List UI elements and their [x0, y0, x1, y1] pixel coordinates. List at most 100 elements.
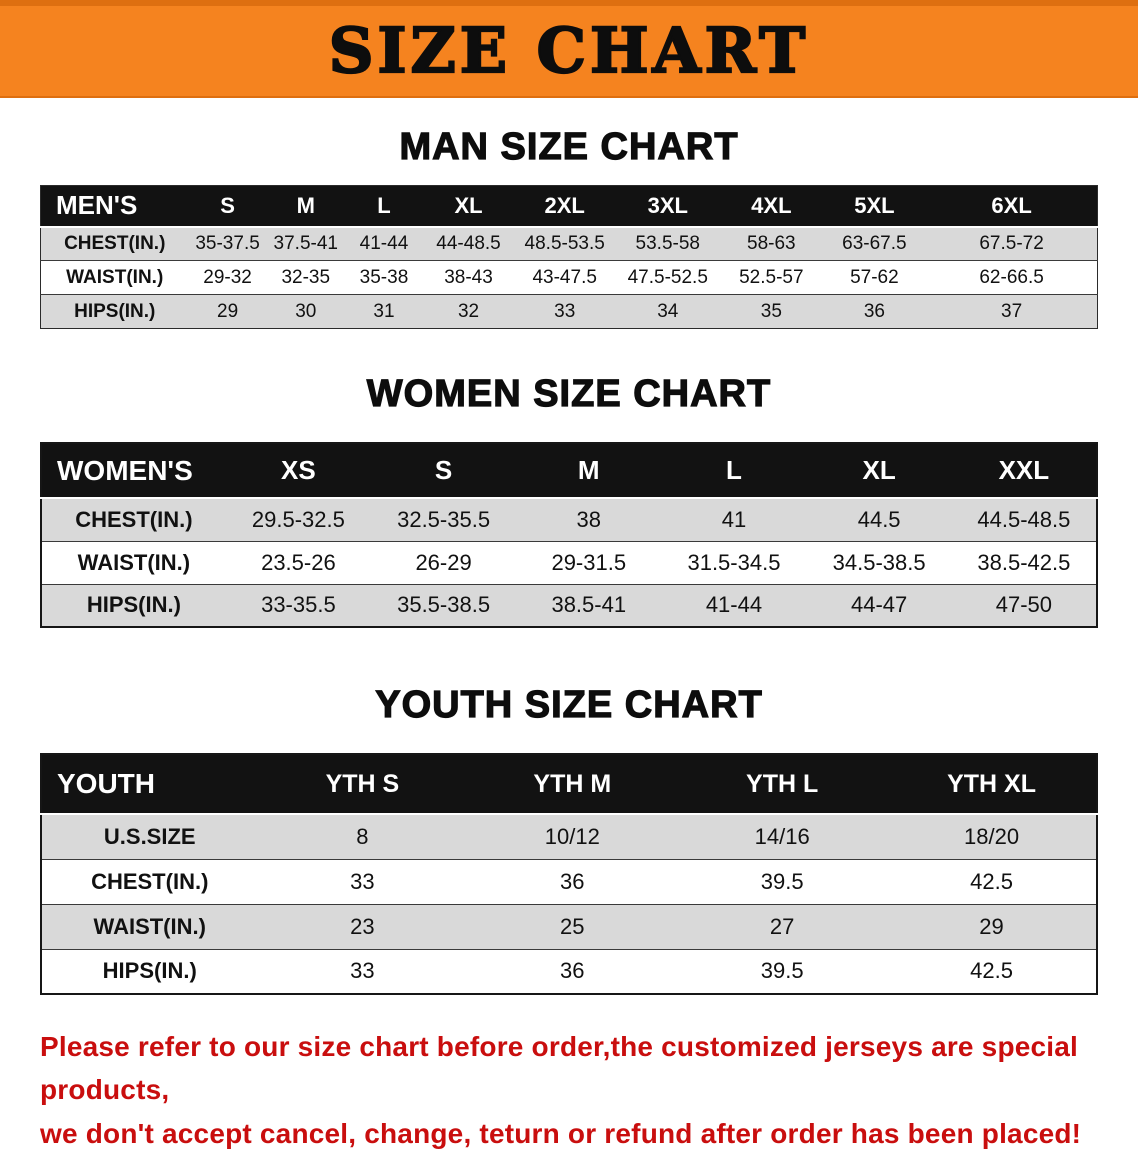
size-header-cell: 4XL	[720, 185, 823, 228]
value-cell: 32	[423, 294, 514, 329]
value-cell: 30	[266, 294, 345, 329]
value-cell: 38.5-41	[516, 583, 662, 627]
value-cell: 32-35	[266, 260, 345, 295]
value-cell: 36	[467, 948, 678, 994]
measurement-row: CHEST(IN.) 33 36 39.5 42.5	[41, 858, 1097, 904]
value-cell: 38	[516, 497, 662, 541]
value-cell: 48.5-53.5	[513, 226, 616, 261]
row-label-cell: HIPS(IN.)	[40, 294, 189, 329]
value-cell: 44.5	[806, 497, 952, 541]
order-notice: Please refer to our size chart before or…	[40, 1025, 1098, 1155]
value-cell: 29-32	[188, 260, 267, 295]
value-cell: 29-31.5	[516, 540, 662, 584]
size-header-cell: YTH S	[257, 754, 468, 815]
row-label-cell: WAIST(IN.)	[41, 540, 226, 584]
value-cell: 27	[677, 903, 888, 949]
value-cell: 36	[467, 858, 678, 904]
value-cell: 38-43	[423, 260, 514, 295]
page-title: SIZE CHART	[328, 14, 810, 87]
table-title-cell: WOMEN'S	[41, 443, 226, 499]
value-cell: 58-63	[720, 226, 823, 261]
womens-table-container: WOMEN'S XS S M L XL XXL CHEST(IN.) 29.5-32.5 32.5…	[40, 442, 1098, 628]
value-cell: 29.5-32.5	[225, 497, 371, 541]
row-label-cell: HIPS(IN.)	[41, 948, 258, 994]
size-header-cell: XXL	[951, 443, 1097, 499]
value-cell: 33	[257, 948, 468, 994]
value-cell: 23	[257, 903, 468, 949]
value-cell: 37.5-41	[266, 226, 345, 261]
measurement-row: CHEST(IN.) 35-37.5 37.5-41 41-44 44-48.5 48.5…	[40, 226, 1098, 261]
order-notice-line-2: we don't accept cancel, change, teturn o…	[40, 1117, 1082, 1149]
value-cell: 47.5-52.5	[615, 260, 721, 295]
value-cell: 35	[720, 294, 823, 329]
measurement-row: U.S.SIZE 8 10/12 14/16 18/20	[41, 813, 1097, 859]
value-cell: 32.5-35.5	[370, 497, 517, 541]
size-header-cell: M	[516, 443, 662, 499]
measurement-row: WAIST(IN.) 29-32 32-35 35-38 38-43 43-47.5 47.…	[40, 260, 1098, 295]
value-cell: 10/12	[467, 813, 678, 859]
youth-table-container: YOUTH YTH S YTH M YTH L YTH XL U.S.SIZE 8 10/12…	[40, 753, 1098, 995]
value-cell: 38.5-42.5	[951, 540, 1097, 584]
value-cell: 37	[926, 294, 1098, 329]
value-cell: 29	[188, 294, 267, 329]
value-cell: 44-48.5	[423, 226, 514, 261]
value-cell: 41-44	[344, 226, 424, 261]
youth-size-section: YOUTH SIZE CHART YOUTH YTH S YTH M YTH L YTH…	[0, 683, 1138, 995]
size-header-cell: L	[344, 185, 424, 228]
value-cell: 33-35.5	[225, 583, 371, 627]
measurement-row: HIPS(IN.) 29 30 31 32 33 34 35 36 37	[40, 294, 1098, 329]
table-title-cell: MEN'S	[40, 185, 189, 228]
womens-size-table: WOMEN'S XS S M L XL XXL CHEST(IN.) 29.5-32.5 32.5…	[40, 442, 1098, 628]
value-cell: 34.5-38.5	[806, 540, 952, 584]
value-cell: 39.5	[677, 948, 888, 994]
women-size-heading: WOMEN SIZE CHART	[366, 372, 772, 415]
value-cell: 63-67.5	[822, 226, 927, 261]
row-label-cell: CHEST(IN.)	[41, 497, 226, 541]
man-size-section: MAN SIZE CHART MEN'S S M L XL 2XL 3XL 4XL 5XL 6XL…	[0, 125, 1138, 329]
value-cell: 44.5-48.5	[951, 497, 1097, 541]
measurement-row: WAIST(IN.) 23.5-26 26-29 29-31.5 31.5-34.5 34…	[41, 540, 1097, 584]
value-cell: 33	[257, 858, 468, 904]
value-cell: 33	[513, 294, 616, 329]
value-cell: 31	[344, 294, 424, 329]
women-size-section: WOMEN SIZE CHART WOMEN'S XS S M L XL XXL CHEST(…	[0, 372, 1138, 628]
size-header-cell: XL	[806, 443, 952, 499]
value-cell: 8	[257, 813, 468, 859]
value-cell: 52.5-57	[720, 260, 823, 295]
value-cell: 47-50	[951, 583, 1097, 627]
value-cell: 41	[661, 497, 807, 541]
size-header-cell: S	[370, 443, 517, 499]
youth-size-heading: YOUTH SIZE CHART	[375, 683, 763, 726]
value-cell: 39.5	[677, 858, 888, 904]
size-header-cell: XL	[423, 185, 514, 228]
size-header-cell: S	[188, 185, 267, 228]
value-cell: 18/20	[887, 813, 1097, 859]
youth-size-table: YOUTH YTH S YTH M YTH L YTH XL U.S.SIZE 8 10/12…	[40, 753, 1098, 995]
row-label-cell: HIPS(IN.)	[41, 583, 226, 627]
value-cell: 41-44	[661, 583, 807, 627]
value-cell: 31.5-34.5	[661, 540, 807, 584]
value-cell: 36	[822, 294, 927, 329]
value-cell: 23.5-26	[225, 540, 371, 584]
measurement-row: HIPS(IN.) 33-35.5 35.5-38.5 38.5-41 41-44 44-…	[41, 583, 1097, 627]
size-header-cell: 5XL	[822, 185, 927, 228]
man-size-heading: MAN SIZE CHART	[399, 125, 739, 168]
size-header-cell: L	[661, 443, 807, 499]
row-label-cell: WAIST(IN.)	[41, 903, 258, 949]
value-cell: 35-37.5	[188, 226, 267, 261]
value-cell: 67.5-72	[926, 226, 1098, 261]
size-header-cell: YTH L	[677, 754, 888, 815]
measurement-row: WAIST(IN.) 23 25 27 29	[41, 903, 1097, 949]
size-header-cell: M	[266, 185, 345, 228]
table-title-cell: YOUTH	[41, 754, 258, 815]
value-cell: 35.5-38.5	[370, 583, 517, 627]
measurement-row: HIPS(IN.) 33 36 39.5 42.5	[41, 948, 1097, 994]
table-header-row: YOUTH YTH S YTH M YTH L YTH XL	[41, 754, 1097, 815]
value-cell: 25	[467, 903, 678, 949]
value-cell: 35-38	[344, 260, 424, 295]
mens-table-container: MEN'S S M L XL 2XL 3XL 4XL 5XL 6XL CHEST(IN.) 35-37…	[40, 185, 1098, 329]
value-cell: 29	[887, 903, 1097, 949]
value-cell: 14/16	[677, 813, 888, 859]
value-cell: 43-47.5	[513, 260, 616, 295]
value-cell: 44-47	[806, 583, 952, 627]
